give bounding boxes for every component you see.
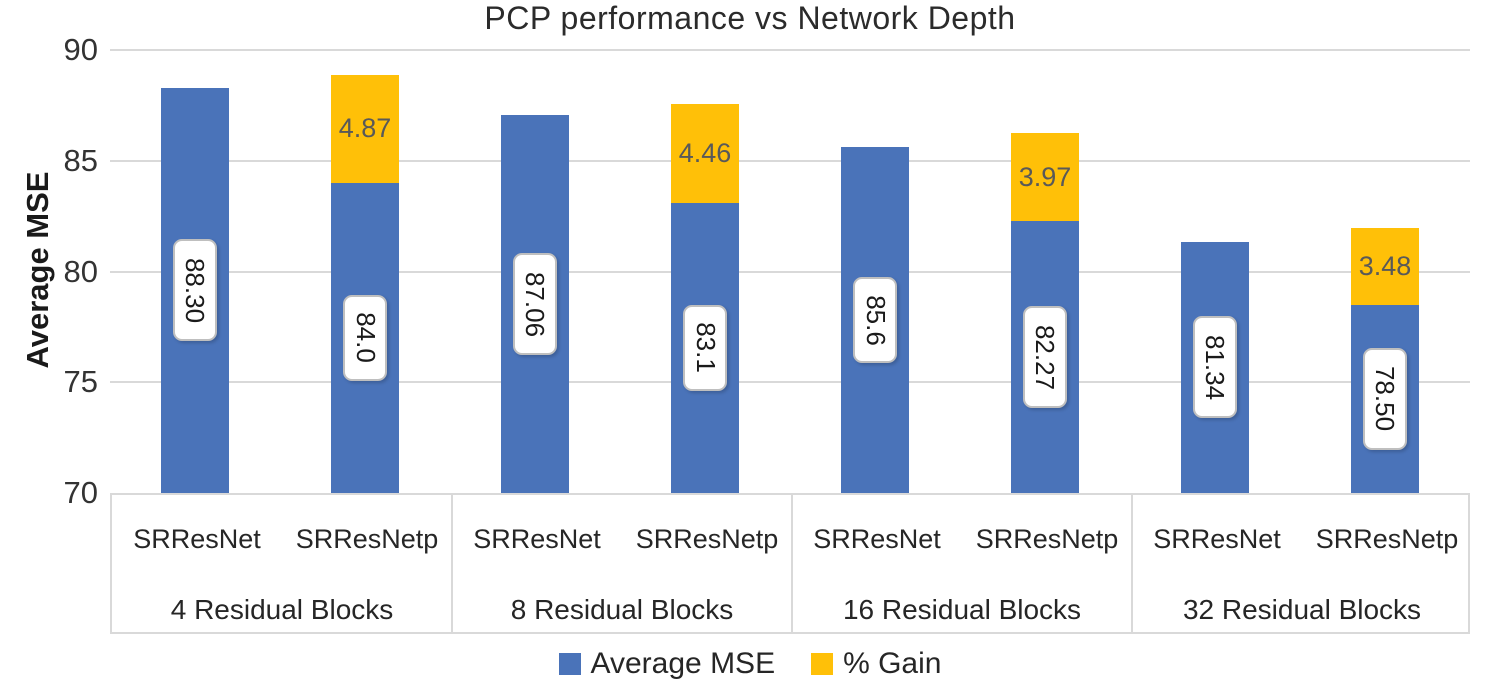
category-sublabel-srresnet: SRResNet	[1153, 524, 1281, 554]
mse-data-label: 87.06	[513, 253, 557, 356]
category-separator	[1131, 495, 1133, 632]
gridline	[110, 381, 1470, 384]
bar-srresnet: 88.30	[161, 50, 229, 493]
y-tick-label: 85	[63, 142, 98, 178]
mse-data-label: 81.34	[1193, 316, 1237, 419]
gain-data-label: 3.97	[1018, 161, 1072, 192]
gain-data-label: 3.48	[1358, 250, 1412, 281]
bar-segment-gain	[331, 75, 399, 183]
mse-data-label-text: 87.06	[520, 271, 551, 337]
category-axis: SRResNet SRResNetp 4 Residual Blocks SRResN…	[110, 493, 1470, 634]
legend-item-average-mse: Average MSE	[558, 647, 776, 681]
bar-segment-gain	[1351, 227, 1419, 305]
mse-data-label-text: 84.0	[350, 312, 381, 364]
bar-srresnetp: 4.46 83.1	[671, 50, 739, 493]
y-tick-label: 80	[63, 253, 98, 289]
y-tick-label: 75	[63, 364, 98, 400]
gridline	[110, 270, 1470, 273]
bar-segment-gain	[1011, 133, 1079, 222]
mse-data-label-text: 85.6	[860, 294, 891, 346]
y-tick-label: 70	[63, 475, 98, 510]
mse-data-label: 85.6	[853, 277, 897, 364]
legend: Average MSE % Gain	[0, 644, 1500, 684]
mse-data-label: 82.27	[1023, 306, 1067, 409]
gain-data-label: 4.46	[678, 137, 732, 168]
category-group: SRResNet SRResNetp 8 Residual Blocks	[452, 495, 792, 632]
category-group-label: 4 Residual Blocks	[170, 594, 394, 625]
mse-data-label-text: 81.34	[1200, 334, 1231, 400]
category-sublabel-srresnet: SRResNet	[813, 524, 941, 554]
category-sublabel-srresnetp: SRResNetp	[295, 524, 439, 554]
y-tick-label: 90	[63, 32, 98, 67]
bar-srresnetp: 3.48 78.50	[1351, 50, 1419, 493]
legend-item-gain: % Gain	[811, 647, 941, 681]
category-sublabel-srresnet: SRResNet	[473, 524, 601, 554]
mse-data-label-text: 83.1	[690, 322, 721, 374]
bar-segment-gain	[671, 104, 739, 203]
legend-swatch-average-mse-icon	[558, 653, 581, 675]
bar-srresnet: 87.06	[501, 50, 569, 493]
legend-label-gain: % Gain	[843, 647, 942, 680]
category-group: SRResNet SRResNetp 32 Residual Blocks	[1132, 495, 1472, 632]
mse-data-label: 88.30	[173, 239, 217, 342]
gain-data-label: 4.87	[338, 113, 392, 144]
category-sublabel-srresnetp: SRResNetp	[975, 524, 1119, 554]
category-separator	[791, 495, 793, 632]
category-sublabel-srresnetp: SRResNetp	[1315, 524, 1459, 554]
gridline	[110, 159, 1470, 162]
legend-label-average-mse: Average MSE	[590, 647, 776, 680]
bar-srresnetp: 3.97 82.27	[1011, 50, 1079, 493]
bar-srresnet: 81.34	[1181, 50, 1249, 493]
mse-data-label-text: 88.30	[180, 257, 211, 323]
gridline	[110, 49, 1470, 51]
category-separator	[451, 495, 453, 632]
category-group-label: 32 Residual Blocks	[1182, 594, 1422, 625]
category-group: SRResNet SRResNetp 16 Residual Blocks	[792, 495, 1132, 632]
mse-data-label-text: 78.50	[1370, 366, 1401, 432]
category-group: SRResNet SRResNetp 4 Residual Blocks	[112, 495, 452, 632]
category-group-label: 8 Residual Blocks	[510, 594, 734, 625]
category-group-label: 16 Residual Blocks	[842, 594, 1082, 625]
bar-srresnet: 85.6	[841, 50, 909, 493]
mse-data-label: 83.1	[683, 304, 727, 391]
category-sublabel-srresnet: SRResNet	[133, 524, 261, 554]
bar-srresnetp: 4.87 84.0	[331, 50, 399, 493]
mse-data-label: 78.50	[1363, 347, 1407, 450]
chart-title: PCP performance vs Network Depth	[484, 0, 1016, 36]
plot-area: 88.30 4.87 84.0 87.06 4.46 83.1 85.6 3.97 82.27 8…	[110, 49, 1470, 493]
legend-swatch-gain-icon	[811, 653, 834, 675]
mse-data-label: 84.0	[343, 294, 387, 381]
category-sublabel-srresnetp: SRResNetp	[635, 524, 779, 554]
mse-data-label-text: 82.27	[1030, 324, 1061, 390]
